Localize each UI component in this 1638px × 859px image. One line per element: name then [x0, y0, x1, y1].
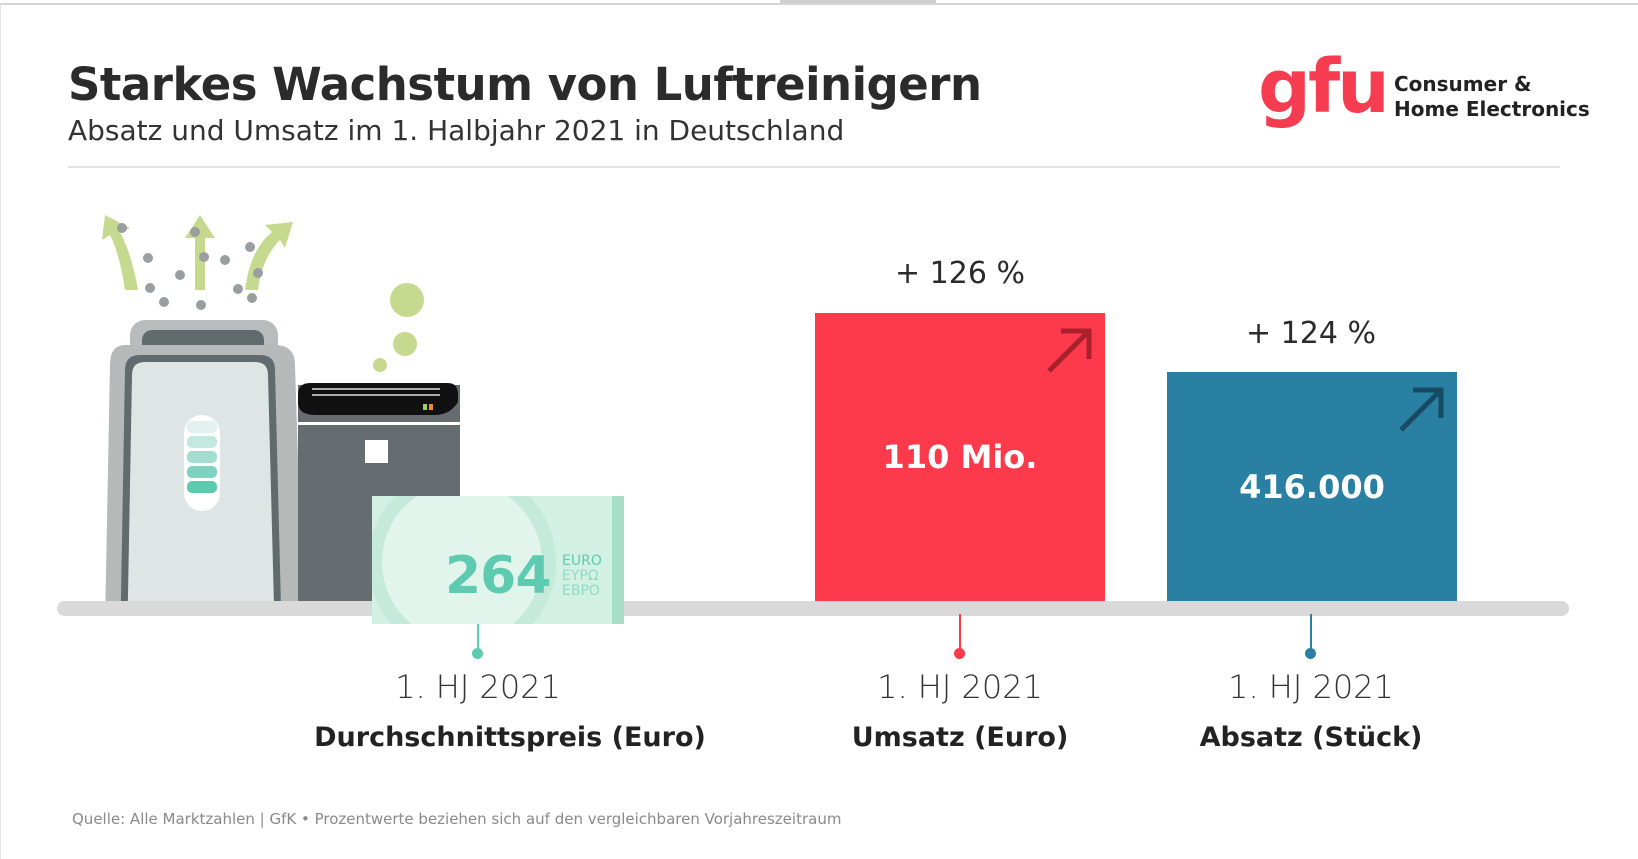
banknote-value: 264: [445, 546, 552, 606]
stem-absatz: [1310, 614, 1312, 652]
dot-umsatz: [954, 648, 965, 659]
page-subtitle: Absatz und Umsatz im 1. Halbjahr 2021 in…: [68, 114, 845, 147]
banknote-264-euro: 264 EURO ΕΥΡΩ ЕВРО: [372, 496, 624, 624]
arrow-up-right-icon: [1047, 328, 1092, 373]
gfu-logo: gfu: [1258, 44, 1390, 130]
growth-label-umsatz: + 126 %: [895, 256, 1025, 291]
frame: [0, 3, 1638, 859]
chart-baseline: [57, 601, 1569, 616]
growth-label-absatz: + 124 %: [1246, 316, 1376, 351]
logo-line1: Consumer &: [1394, 72, 1532, 96]
page-title: Starkes Wachstum von Luftreinigern: [68, 58, 982, 111]
header-divider: [68, 166, 1560, 168]
bar-value-umsatz: 110 Mio.: [882, 438, 1038, 476]
stem-preis: [477, 624, 479, 652]
bar-value-absatz: 416.000: [1239, 467, 1385, 506]
period-absatz: 1. HJ 2021: [1228, 668, 1394, 706]
period-umsatz: 1. HJ 2021: [877, 668, 1043, 706]
currency-cyrillic: ЕВРО: [562, 583, 600, 599]
logo-line2: Home Electronics: [1394, 97, 1590, 121]
category-preis: Durchschnittspreis (Euro): [314, 722, 706, 753]
period-preis: 1. HJ 2021: [395, 668, 561, 706]
bar-absatz: 416.000: [1167, 372, 1457, 601]
stem-umsatz: [959, 614, 961, 652]
dot-preis: [472, 648, 483, 659]
banknote-stripe: [612, 496, 624, 624]
banknote-circle: [382, 496, 542, 624]
currency-greek: ΕΥΡΩ: [562, 568, 599, 584]
bar-umsatz: 110 Mio.: [815, 313, 1105, 601]
airflow-arrows-icon: [102, 215, 293, 290]
currency-latin: EURO: [562, 553, 602, 569]
category-umsatz: Umsatz (Euro): [851, 722, 1069, 753]
top-tab: [780, 0, 936, 3]
logo-text: Consumer & Home Electronics: [1394, 72, 1590, 122]
banknote-currency: EURO ΕΥΡΩ ЕВРО: [562, 554, 602, 599]
category-absatz: Absatz (Stück): [1199, 722, 1423, 753]
arrow-up-right-icon: [1399, 387, 1444, 432]
dot-absatz: [1305, 648, 1316, 659]
source-footer: Quelle: Alle Marktzahlen | GfK • Prozent…: [72, 810, 842, 828]
particles-icon: [117, 223, 263, 310]
